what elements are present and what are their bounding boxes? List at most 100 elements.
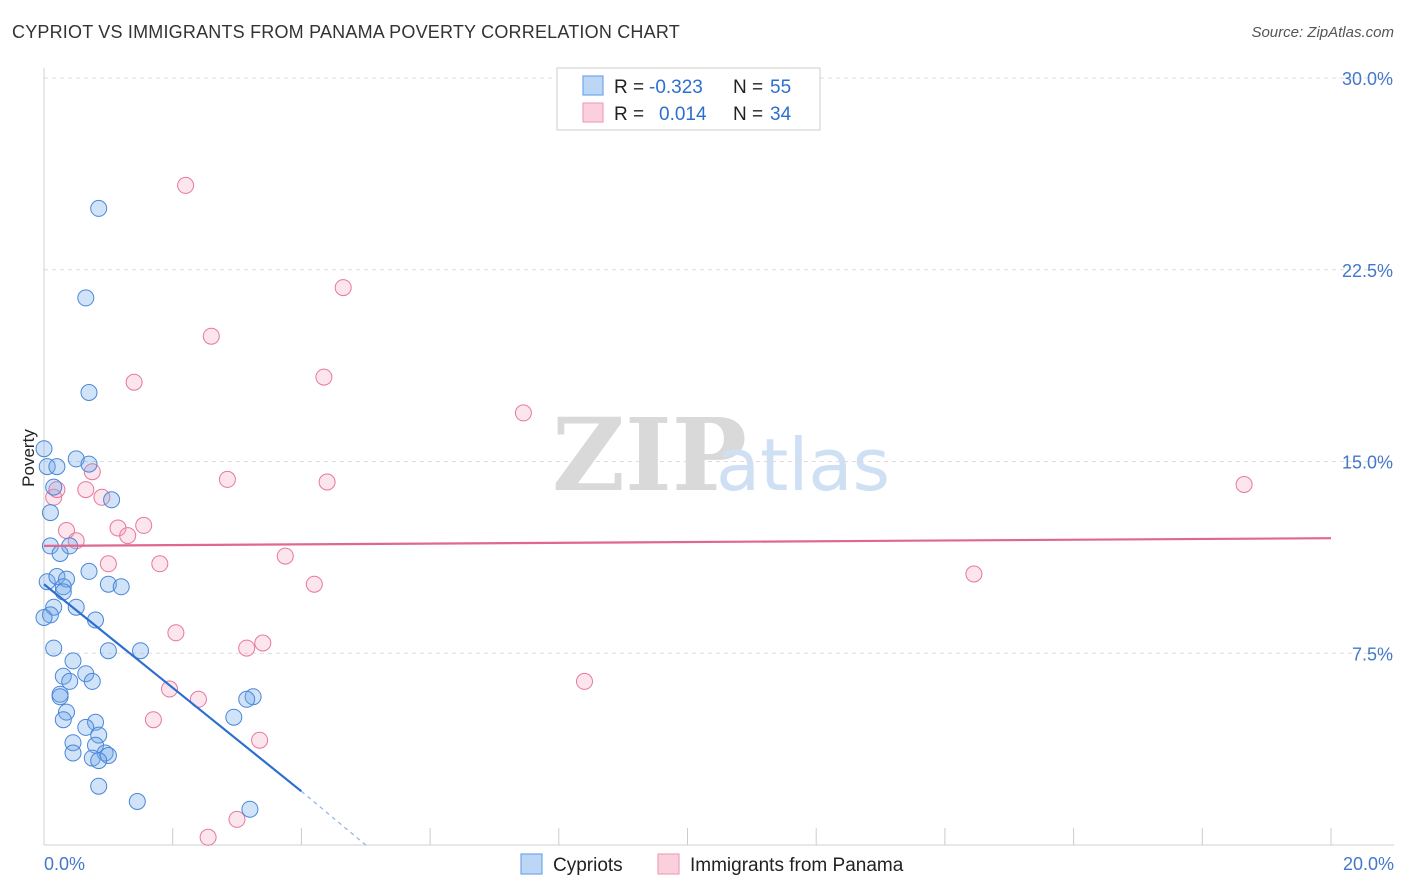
y-axis-tick-labels: 7.5% 15.0% 22.5% 30.0% <box>1342 69 1393 664</box>
cypriots-point-30 <box>83 672 101 690</box>
cypriots-point-7 <box>103 491 121 509</box>
panama-point-16 <box>119 527 137 545</box>
trend-lines <box>43 537 1332 846</box>
panama-point-21 <box>305 575 323 593</box>
cypriots-point-48 <box>90 752 108 770</box>
panama-point-0 <box>177 176 195 194</box>
cypriots-point-51 <box>241 800 259 818</box>
cypriots-point-24 <box>45 639 63 657</box>
gridlines <box>44 77 1394 654</box>
panama-point-18 <box>276 547 294 565</box>
cypriots-point-38 <box>87 713 104 731</box>
panama-point-1 <box>334 279 352 297</box>
watermark-atlas: atlas <box>716 423 890 507</box>
bottom-legend-swatch-panama <box>657 853 680 875</box>
cypriots-point-50 <box>128 793 146 810</box>
cypriots-point-15 <box>54 578 72 596</box>
series-panama-points <box>45 176 1253 846</box>
series-legend: Cypriots Immigrants from Panama <box>520 853 904 876</box>
panama-point-20 <box>151 555 169 573</box>
cypriots-point-37 <box>54 711 72 729</box>
panama-point-31 <box>1235 476 1253 493</box>
legend-r-label-cypriots: R = <box>614 77 644 98</box>
panama-point-23 <box>238 639 256 657</box>
cypriots-point-16 <box>54 583 72 601</box>
panama-point-24 <box>254 634 272 652</box>
cypriots-point-49 <box>90 777 108 795</box>
panama-point-7 <box>48 481 66 499</box>
panama-point-29 <box>576 672 593 690</box>
trend-line-cypriots <box>43 583 303 793</box>
panama-point-2 <box>202 327 220 345</box>
cypriots-point-18 <box>112 578 130 596</box>
cypriots-point-6 <box>45 478 63 496</box>
cypriots-point-3 <box>67 450 85 468</box>
watermark-zip: ZIP <box>552 396 747 514</box>
cypriots-point-17 <box>99 575 117 593</box>
panama-point-22 <box>167 624 185 642</box>
source-label: Source: ZipAtlas.com <box>1251 24 1394 41</box>
panama-point-30 <box>965 565 983 583</box>
legend-n-value-panama: 34 <box>770 104 792 125</box>
panama-point-33 <box>199 828 217 846</box>
y-tick-label-0: 7.5% <box>1352 644 1393 664</box>
panama-point-11 <box>77 481 95 499</box>
cypriots-point-26 <box>132 642 149 660</box>
y-tick-label-3: 30.0% <box>1342 69 1393 89</box>
cypriots-point-46 <box>99 747 117 764</box>
panama-point-12 <box>93 488 111 506</box>
cypriots-point-11 <box>80 562 98 580</box>
y-axis-label: Poverty <box>19 429 38 487</box>
panama-point-3 <box>125 373 143 391</box>
bottom-legend-label-panama: Immigrants from Panama <box>690 855 904 876</box>
y-tick-label-2: 22.5% <box>1342 261 1393 281</box>
trend-line-panama <box>43 537 1332 547</box>
panama-point-27 <box>144 711 162 729</box>
chart-title: CYPRIOT VS IMMIGRANTS FROM PANAMA POVERT… <box>12 22 680 42</box>
cypriots-point-12 <box>38 573 56 591</box>
cypriots-point-27 <box>64 652 82 670</box>
panama-point-25 <box>161 680 178 698</box>
panama-point-10 <box>318 473 336 491</box>
cypriots-point-4 <box>80 455 98 473</box>
cypriots-point-2 <box>48 458 66 476</box>
trend-line-cypriots-extension <box>301 790 367 846</box>
cypriots-point-44 <box>64 744 82 762</box>
cypriots-point-42 <box>64 734 82 752</box>
cypriots-point-53 <box>77 289 95 307</box>
cypriots-point-52 <box>80 384 98 401</box>
legend-n-label-cypriots: N = <box>733 77 763 98</box>
legend-r-label-panama: R = <box>614 104 644 125</box>
cypriots-point-5 <box>41 504 59 522</box>
cypriots-point-33 <box>51 688 69 706</box>
cypriots-point-0 <box>35 440 53 458</box>
cypriots-point-13 <box>48 568 66 585</box>
cypriots-point-35 <box>238 690 256 708</box>
panama-point-15 <box>135 516 153 534</box>
cypriots-point-22 <box>35 609 53 626</box>
x-tick-label-min: 0.0% <box>44 854 85 874</box>
panama-point-32 <box>228 810 246 828</box>
bottom-legend-label-cypriots: Cypriots <box>553 855 623 876</box>
legend-swatch-cypriots <box>582 75 604 96</box>
cypriots-point-25 <box>99 642 117 660</box>
legend-r-value-panama: 0.014 <box>659 104 707 125</box>
panama-point-9 <box>218 470 236 488</box>
cypriots-point-40 <box>77 718 95 736</box>
cypriots-point-41 <box>90 726 108 744</box>
cypriots-point-1 <box>38 458 56 476</box>
cypriots-point-19 <box>67 598 85 616</box>
y-tick-label-1: 15.0% <box>1342 453 1393 473</box>
legend-n-value-cypriots: 55 <box>770 77 791 98</box>
cypriots-point-39 <box>225 708 243 726</box>
series-cypriots-points <box>35 199 262 818</box>
bottom-legend-swatch-cypriots <box>520 853 543 875</box>
stats-legend: R = -0.323 N = 55 R = 0.014 N = 34 <box>556 67 821 131</box>
legend-n-label-panama: N = <box>733 104 763 125</box>
x-tick-label-max: 20.0% <box>1343 854 1394 874</box>
panama-point-19 <box>99 555 117 573</box>
panama-point-4 <box>315 368 333 386</box>
panama-point-28 <box>251 731 269 749</box>
cypriots-point-54 <box>90 199 108 217</box>
